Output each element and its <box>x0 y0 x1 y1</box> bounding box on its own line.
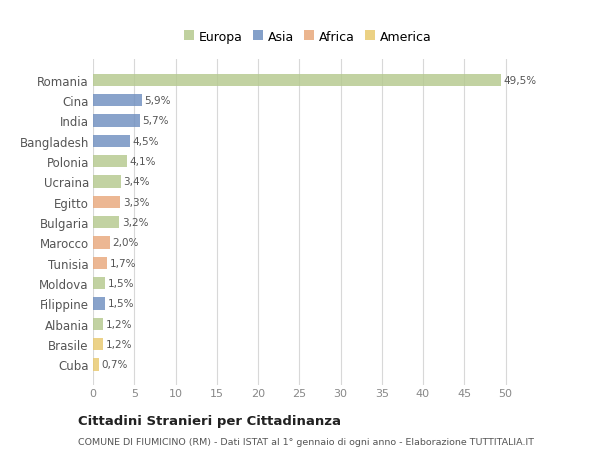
Bar <box>93 176 121 188</box>
Bar <box>93 74 502 87</box>
Text: 5,7%: 5,7% <box>143 116 169 126</box>
Text: 4,5%: 4,5% <box>133 136 159 146</box>
Bar <box>93 358 99 371</box>
Bar <box>93 95 142 107</box>
Text: 3,4%: 3,4% <box>124 177 150 187</box>
Bar <box>93 156 127 168</box>
Bar <box>93 257 107 269</box>
Text: 1,5%: 1,5% <box>108 279 134 288</box>
Bar <box>93 135 130 147</box>
Bar <box>93 237 110 249</box>
Text: 49,5%: 49,5% <box>504 76 537 85</box>
Bar <box>93 318 103 330</box>
Text: 5,9%: 5,9% <box>144 96 170 106</box>
Text: 3,2%: 3,2% <box>122 218 148 228</box>
Text: 3,3%: 3,3% <box>122 197 149 207</box>
Bar <box>93 196 120 208</box>
Bar <box>93 115 140 127</box>
Text: 1,2%: 1,2% <box>106 319 132 329</box>
Text: 1,7%: 1,7% <box>110 258 136 268</box>
Text: 1,2%: 1,2% <box>106 339 132 349</box>
Bar <box>93 277 106 290</box>
Text: COMUNE DI FIUMICINO (RM) - Dati ISTAT al 1° gennaio di ogni anno - Elaborazione : COMUNE DI FIUMICINO (RM) - Dati ISTAT al… <box>78 437 534 446</box>
Text: 4,1%: 4,1% <box>130 157 156 167</box>
Text: Cittadini Stranieri per Cittadinanza: Cittadini Stranieri per Cittadinanza <box>78 414 341 428</box>
Bar <box>93 338 103 351</box>
Text: 1,5%: 1,5% <box>108 299 134 309</box>
Bar <box>93 298 106 310</box>
Bar <box>93 217 119 229</box>
Text: 0,7%: 0,7% <box>101 360 128 369</box>
Text: 2,0%: 2,0% <box>112 238 139 248</box>
Legend: Europa, Asia, Africa, America: Europa, Asia, Africa, America <box>180 27 435 47</box>
